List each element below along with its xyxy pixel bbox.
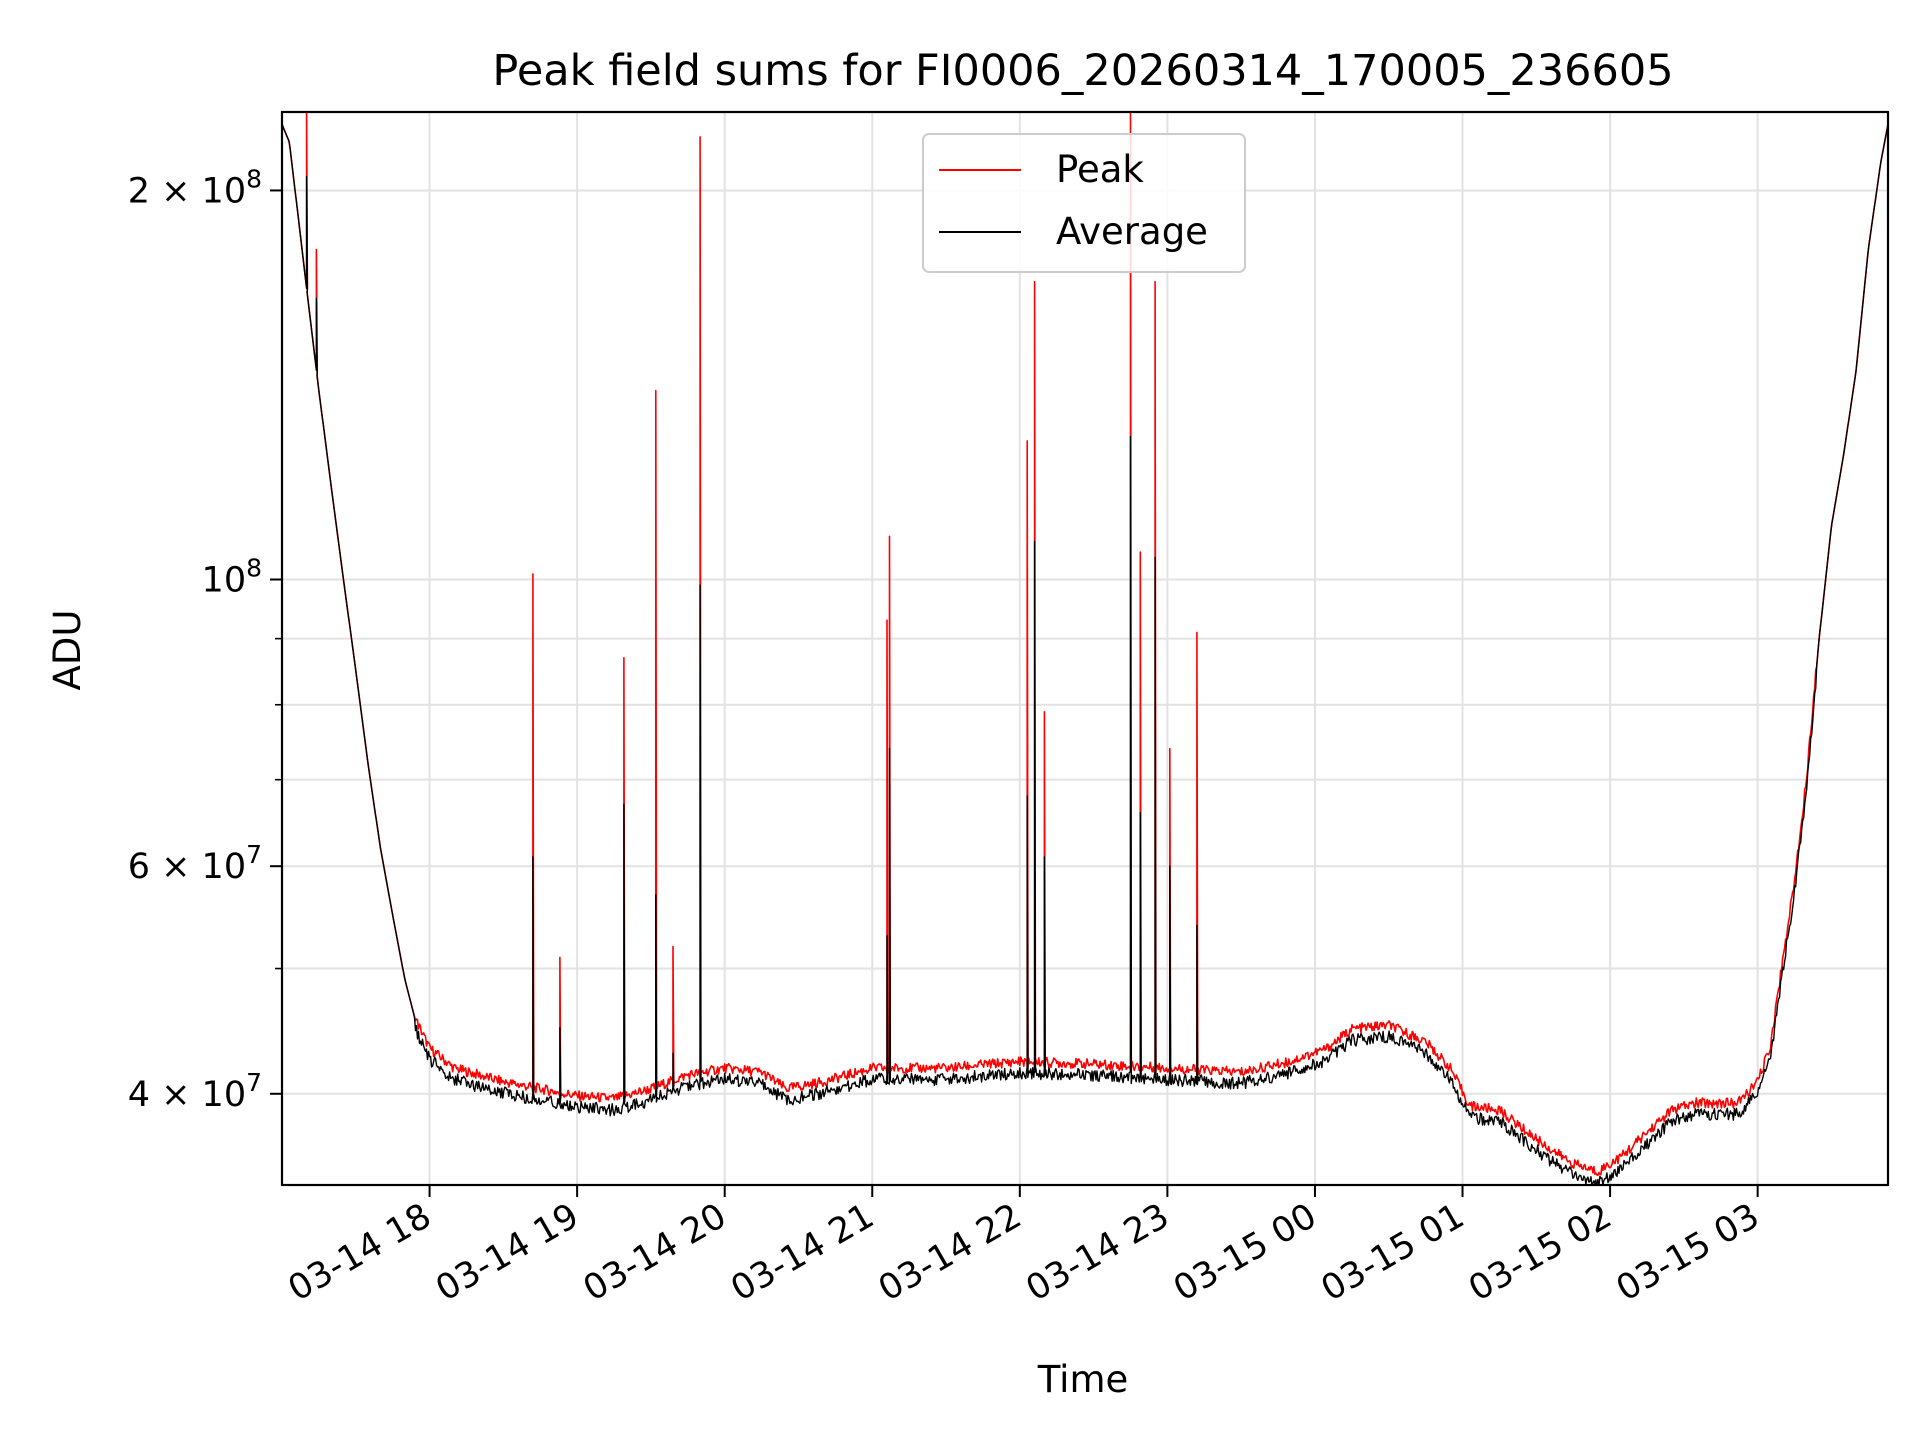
chart-title: Peak field sums for FI0006_20260314_1700…: [492, 46, 1673, 96]
legend-label-peak: Peak: [1056, 148, 1144, 191]
legend: Peak Average: [922, 133, 1246, 273]
plot-frame: [280, 110, 1890, 1187]
y-tick-label: 4 × 107: [128, 1068, 262, 1115]
legend-box: [922, 133, 1246, 273]
y-tick-label: 108: [202, 553, 262, 600]
series-layer: [282, 112, 1888, 1185]
y-tick-label: 2 × 108: [128, 164, 262, 211]
x-axis-label: Time: [1037, 1358, 1129, 1401]
y-axis-label: ADU: [46, 610, 89, 691]
series-line-peak: [282, 112, 1888, 1177]
legend-label-average: Average: [1056, 210, 1208, 253]
series-line-average: [282, 124, 1888, 1185]
y-tick-label: 6 × 107: [128, 840, 262, 887]
grid: [282, 112, 1888, 1185]
